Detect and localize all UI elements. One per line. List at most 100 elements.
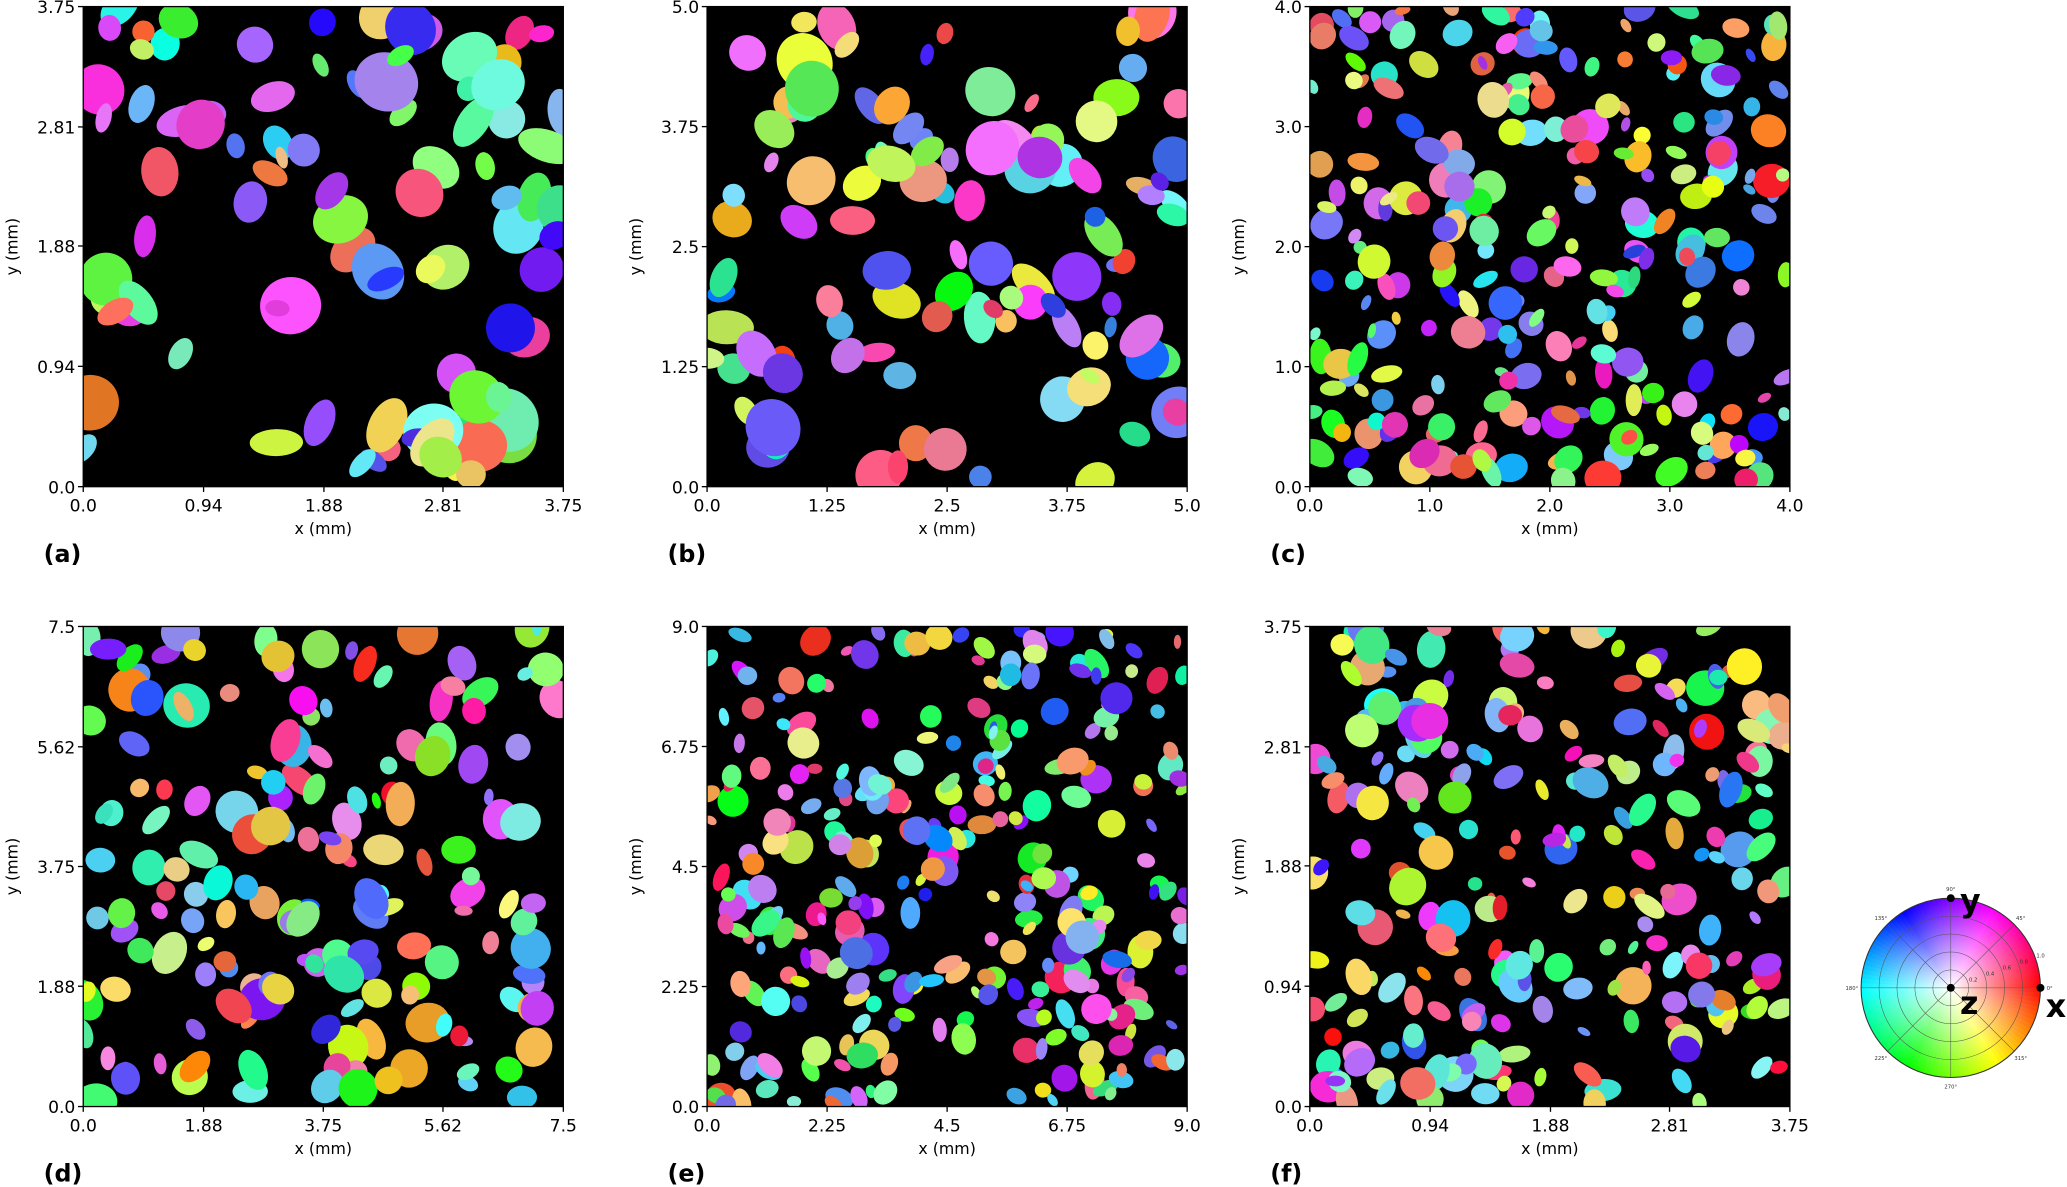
grain xyxy=(238,1049,268,1091)
grain xyxy=(1108,1070,1134,1089)
grain xyxy=(1032,843,1053,864)
grain xyxy=(947,826,967,851)
grain xyxy=(1563,977,1593,1000)
grain xyxy=(904,971,923,993)
grain xyxy=(865,995,882,1013)
y-tick-label: 4.5 xyxy=(672,858,699,878)
grain xyxy=(1163,89,1188,119)
grain xyxy=(1084,206,1106,227)
grain xyxy=(447,645,477,681)
grain xyxy=(1075,100,1118,143)
grain xyxy=(249,885,280,920)
wheel-angle-label: 135° xyxy=(1874,916,1887,922)
grain xyxy=(387,45,414,67)
grain xyxy=(1522,877,1536,888)
grain xyxy=(179,1050,211,1083)
grain xyxy=(1671,391,1698,417)
grain xyxy=(1490,1014,1511,1033)
grain xyxy=(1345,270,1364,290)
grain xyxy=(826,311,854,340)
grain xyxy=(871,626,886,641)
grain xyxy=(1574,175,1592,187)
grain xyxy=(919,974,945,988)
grain xyxy=(1710,64,1741,86)
grain xyxy=(1367,412,1386,431)
grain xyxy=(547,88,564,136)
grain xyxy=(183,881,209,907)
y-tick-label: 3.75 xyxy=(1264,618,1302,638)
grain xyxy=(717,785,749,817)
grain xyxy=(894,1007,915,1022)
grain xyxy=(1082,331,1109,360)
grain xyxy=(1612,347,1644,377)
grain xyxy=(1380,1041,1400,1059)
grain xyxy=(1450,316,1486,349)
grain xyxy=(728,922,750,938)
grain xyxy=(1454,967,1472,986)
grain xyxy=(485,381,512,413)
grain xyxy=(969,465,992,487)
grain xyxy=(1439,282,1460,307)
grain xyxy=(482,931,499,955)
grain xyxy=(1594,357,1613,389)
grain xyxy=(1529,20,1553,42)
grain xyxy=(449,419,508,473)
grain xyxy=(1116,16,1140,46)
grain xyxy=(737,666,758,685)
grain xyxy=(1012,1037,1040,1063)
grain xyxy=(977,758,994,774)
grain xyxy=(920,857,945,881)
grain xyxy=(1071,1025,1090,1042)
grain xyxy=(1625,384,1643,417)
grain xyxy=(262,125,293,160)
grain xyxy=(1426,626,1452,637)
grain xyxy=(1583,1089,1606,1107)
grain xyxy=(153,1053,167,1075)
grain xyxy=(951,1023,977,1055)
grain xyxy=(1345,713,1379,748)
grain xyxy=(1330,633,1354,656)
y-tick-label: 0.0 xyxy=(48,1098,75,1118)
grain xyxy=(1360,295,1372,311)
grain xyxy=(1377,272,1396,300)
y-tick-label: 2.81 xyxy=(1264,738,1302,758)
grain xyxy=(1411,702,1449,740)
grain xyxy=(1395,771,1429,804)
grain xyxy=(1544,952,1573,982)
grain xyxy=(918,887,933,902)
grain xyxy=(1607,979,1622,996)
grain xyxy=(978,775,995,787)
grain xyxy=(354,878,389,919)
grain xyxy=(1065,920,1100,954)
grain xyxy=(1347,152,1380,171)
grain xyxy=(1508,94,1530,116)
grain xyxy=(1745,48,1756,62)
grain xyxy=(1150,704,1165,719)
grain xyxy=(301,629,340,669)
grain xyxy=(983,299,1003,319)
grain xyxy=(1755,783,1773,798)
grain xyxy=(721,887,736,902)
grain xyxy=(111,1062,141,1095)
grain xyxy=(345,641,359,660)
grain xyxy=(757,1053,783,1078)
grain xyxy=(1067,367,1111,407)
grain xyxy=(1498,1045,1531,1063)
grain xyxy=(297,826,320,852)
grain xyxy=(1638,247,1655,270)
grain xyxy=(1013,892,1037,913)
grain xyxy=(305,954,324,973)
grain xyxy=(1775,168,1790,182)
grain xyxy=(1642,960,1651,975)
grain xyxy=(756,941,766,955)
grain xyxy=(287,133,320,167)
grain xyxy=(332,802,362,840)
wheel-spoke xyxy=(1887,924,1951,989)
y-axis-label: y (mm) xyxy=(626,218,645,276)
x-tick-label: 1.88 xyxy=(305,497,343,517)
x-tick-label: 1.88 xyxy=(1531,1117,1569,1137)
grain xyxy=(1559,47,1578,73)
x-tick-label: 0.0 xyxy=(1296,497,1323,517)
grain xyxy=(491,185,523,211)
x-tick-label: 0.94 xyxy=(1411,1117,1449,1137)
